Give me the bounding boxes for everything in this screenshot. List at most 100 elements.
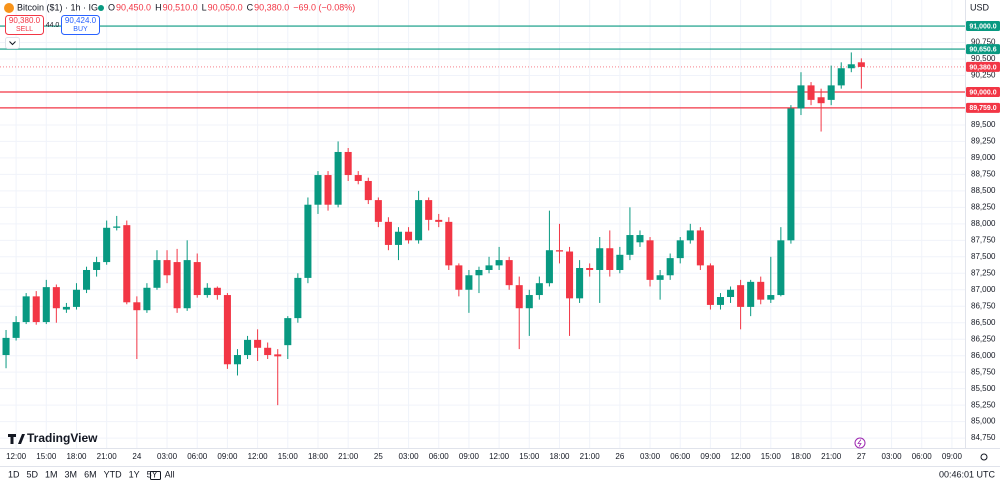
x-tick-label: 09:00 — [942, 452, 963, 461]
level-badge[interactable] — [966, 102, 1000, 113]
candle-body — [314, 175, 322, 205]
candle-body — [636, 235, 644, 243]
candle-body — [324, 175, 332, 205]
candle-body — [394, 231, 402, 245]
candle-body — [857, 62, 865, 67]
level-badge[interactable] — [966, 21, 1000, 32]
x-tick-label: 03:00 — [640, 452, 661, 461]
candle-body — [646, 240, 654, 280]
status-dot — [98, 5, 104, 11]
candle-body — [847, 64, 855, 69]
candle-body — [495, 260, 503, 266]
candle-body — [354, 175, 362, 181]
candle-body — [93, 262, 101, 270]
date-range-icon[interactable] — [150, 471, 161, 480]
candle-body — [274, 354, 282, 357]
candle-body — [505, 260, 513, 286]
candle-body — [455, 265, 463, 290]
candle-body — [566, 251, 574, 299]
currency[interactable]: USD — [970, 2, 990, 12]
candle-body — [555, 250, 564, 252]
candle-body — [384, 221, 392, 245]
x-tick-label: 18:00 — [549, 452, 570, 461]
buy-button[interactable] — [61, 15, 100, 35]
candle-body — [696, 230, 704, 266]
x-tick-label: 15:00 — [519, 452, 540, 461]
candle-body — [737, 285, 745, 307]
candle-body — [827, 85, 835, 100]
toolbar: 1D 5D 1M 3M 6M YTD 1Y 5Y All — [8, 469, 175, 479]
ohlc-key: C — [247, 2, 254, 12]
y-tick-label: 87,750 — [971, 235, 996, 244]
level-badge[interactable] — [966, 44, 1000, 55]
candle-body — [374, 200, 382, 222]
x-tick-label: 06:00 — [912, 452, 933, 461]
candle-body — [62, 306, 70, 310]
x-tick-label: 15:00 — [761, 452, 782, 461]
range-button[interactable]: 3M — [65, 469, 78, 479]
symbol-title[interactable]: Bitcoin ($1) · 1h · IG — [17, 2, 98, 12]
candle-body — [143, 287, 151, 311]
level-badge[interactable] — [966, 61, 1000, 72]
x-tick-label: 25 — [374, 452, 383, 461]
x-tick-label: 21:00 — [821, 452, 842, 461]
collapse-button[interactable] — [5, 37, 20, 49]
candle-body — [777, 240, 785, 296]
range-button[interactable]: All — [165, 469, 175, 479]
candle-body — [747, 281, 755, 307]
y-tick-label: 89,000 — [971, 153, 996, 162]
range-button[interactable]: 1M — [45, 469, 58, 479]
range-button[interactable]: 5Y — [147, 469, 158, 479]
x-tick-label: 21:00 — [580, 452, 601, 461]
candle-body — [193, 262, 201, 296]
y-tick-label: 85,000 — [971, 417, 996, 426]
x-tick-label: 12:00 — [489, 452, 510, 461]
settings-icon[interactable] — [980, 453, 988, 461]
event-icon[interactable] — [854, 437, 866, 449]
candle-body — [666, 258, 674, 276]
range-button[interactable]: 1D — [8, 469, 20, 479]
x-tick-label: 18:00 — [66, 452, 87, 461]
ohlc: O 90,450.0 H 90,510.0 L 90,050.0 C 90,380.0 −69.… — [108, 2, 355, 12]
sell-price: 90,380.0 — [9, 16, 41, 25]
range-button[interactable]: 1Y — [129, 469, 140, 479]
candle-body — [153, 260, 161, 288]
candle-body — [515, 285, 523, 309]
candle-body — [304, 204, 312, 278]
x-tick-label: 12:00 — [248, 452, 269, 461]
candle-body — [405, 231, 413, 241]
coin-icon — [4, 3, 14, 13]
candle-body — [163, 260, 171, 276]
level-badge[interactable] — [966, 86, 1000, 97]
candle-body — [203, 287, 211, 296]
event-bolt — [857, 439, 862, 447]
range-button[interactable]: 6M — [84, 469, 97, 479]
candle-body — [183, 260, 191, 309]
y-tick-label: 88,750 — [971, 169, 996, 178]
candle-body — [123, 225, 131, 303]
candle-body — [535, 283, 543, 296]
candle-body — [103, 227, 111, 263]
y-tick-label: 84,750 — [971, 433, 996, 442]
sell-button[interactable] — [5, 15, 44, 35]
candle-body — [364, 180, 372, 201]
axes: 84,750 85,000 85,250 85,500 85,750 86,000 86,2… — [6, 38, 996, 461]
x-tick-label: 15:00 — [278, 452, 299, 461]
range-button[interactable]: YTD — [104, 469, 123, 479]
y-tick-label: 85,750 — [971, 367, 996, 376]
y-tick-label: 90,250 — [971, 71, 996, 80]
candle-body — [113, 226, 121, 228]
y-tick-label: 89,250 — [971, 137, 996, 146]
range-button[interactable]: 5D — [27, 469, 39, 479]
x-tick-label: 21:00 — [338, 452, 359, 461]
x-tick-label: 03:00 — [157, 452, 178, 461]
level-label: 90,650.6 — [969, 46, 996, 53]
candle-body — [676, 240, 684, 259]
ohlc-value: 90,050.0 — [208, 2, 243, 12]
y-tick-label: 89,500 — [971, 120, 996, 129]
x-tick-label: 24 — [132, 452, 141, 461]
candle-body — [284, 318, 292, 346]
candle-body — [52, 287, 60, 309]
candle-body — [475, 269, 483, 276]
